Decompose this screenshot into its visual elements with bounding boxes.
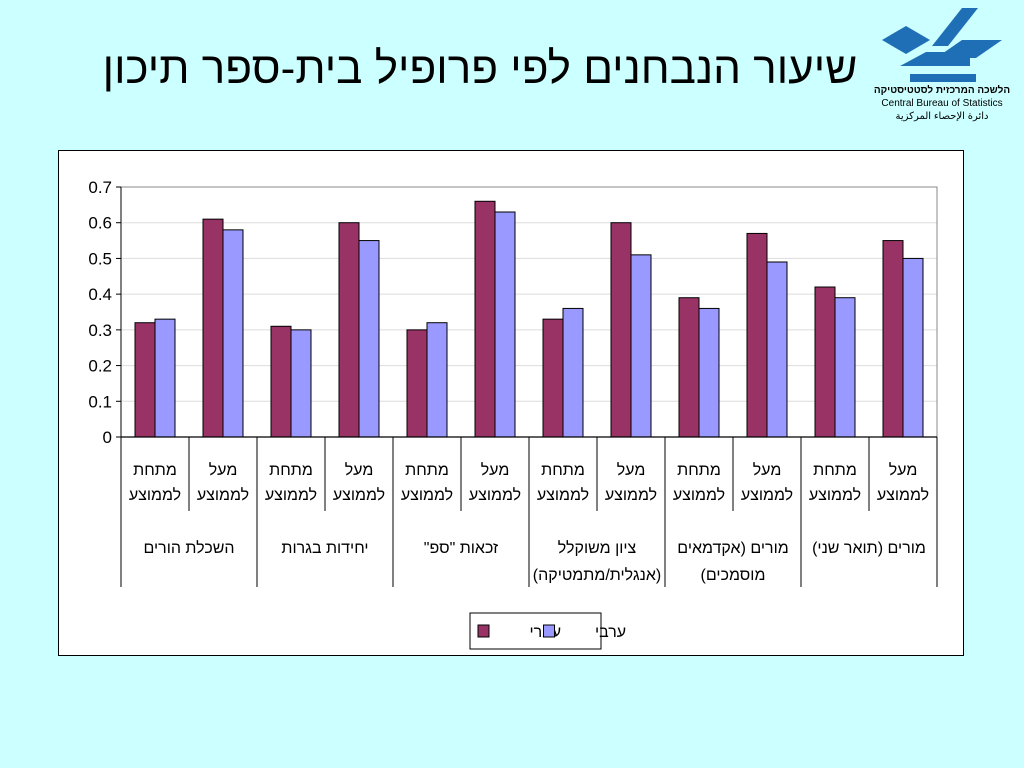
category-label: לממוצע — [469, 486, 521, 504]
y-axis-ticks: 0 0.1 0.2 0.3 0.4 0.5 0.6 0.7 — [88, 178, 122, 447]
y-tick-label: 0.2 — [88, 357, 112, 376]
bar — [338, 222, 360, 438]
group-label: מורים (תואר שני) — [812, 540, 926, 557]
category-label: לממוצע — [809, 486, 861, 504]
category-label: מתחת — [541, 462, 585, 479]
category-label: לממוצע — [401, 486, 453, 504]
bar — [882, 240, 904, 438]
category-label: מתחת — [405, 462, 449, 479]
category-label: לממוצע — [333, 486, 385, 504]
bar — [678, 297, 700, 438]
group-label: ציון משוקלל — [558, 539, 637, 557]
bar — [270, 325, 292, 438]
category-label: מעל — [481, 461, 510, 479]
logo-english-text: Central Bureau of Statistics — [881, 98, 1003, 109]
group-label: יחידות בגרות — [281, 540, 368, 557]
category-label: לממוצע — [605, 486, 657, 504]
category-label: לממוצע — [877, 486, 929, 504]
category-label: מתחת — [269, 462, 313, 479]
bar — [426, 322, 448, 438]
y-tick-label: 0.6 — [88, 214, 112, 233]
category-label: מעל — [617, 461, 646, 479]
cbs-logo-icon — [882, 8, 1002, 82]
category-label: מתחת — [677, 462, 721, 479]
y-tick-label: 0.1 — [88, 392, 112, 411]
category-label: לממוצע — [537, 486, 589, 504]
bar — [766, 261, 788, 438]
category-label: מתחת — [133, 462, 177, 479]
bar — [814, 286, 836, 438]
bars — [134, 200, 924, 438]
y-tick-label: 0.5 — [88, 249, 112, 268]
legend-label: ערבי — [595, 624, 626, 641]
bar — [474, 200, 496, 438]
category-label: מעל — [889, 461, 918, 479]
bar — [698, 307, 720, 438]
bar — [134, 322, 156, 438]
legend-swatch — [477, 624, 490, 638]
chart-area: 0 0.1 0.2 0.3 0.4 0.5 0.6 0.7 מתחת לממוצע מעל לממו… — [58, 150, 964, 656]
category-label: לממוצע — [265, 486, 317, 504]
bar — [406, 329, 428, 438]
logo-hebrew-text: הלשכה המרכזית לסטטיסטיקה — [873, 85, 1011, 96]
group-label: מורים (אקדמאים — [677, 540, 788, 557]
category-label: מעל — [753, 461, 782, 479]
category-label: לממוצע — [197, 486, 249, 504]
x-axis: מתחת לממוצע מעל לממוצע מתחת לממוצע מעל לממוצע מת… — [120, 436, 938, 587]
bar — [542, 318, 564, 438]
y-tick-label: 0 — [103, 428, 112, 447]
bar — [358, 240, 380, 438]
cbs-logo: הלשכה המרכזית לסטטיסטיקה Central Bureau … — [872, 6, 1012, 136]
group-label: השכלת הורים — [143, 539, 234, 557]
bar — [746, 232, 768, 438]
group-label: (אנגלית/מתמטיקה) — [533, 566, 661, 584]
logo-arabic-text: دائرة الإحصاء المركزية — [895, 111, 989, 122]
category-label: מתחת — [813, 462, 857, 479]
category-label: לממוצע — [129, 486, 181, 504]
y-tick-label: 0.3 — [88, 321, 112, 340]
category-label: מעל — [209, 461, 238, 479]
bar — [630, 254, 652, 438]
legend-box — [469, 612, 602, 650]
bar — [290, 329, 312, 438]
bar — [610, 222, 632, 438]
bar-chart: 0 0.1 0.2 0.3 0.4 0.5 0.6 0.7 מתחת לממוצע מעל לממו… — [88, 178, 938, 650]
slide-title: שיעור הנבחנים לפי פרופיל בית-ספר תיכון — [102, 44, 858, 93]
y-tick-label: 0.4 — [88, 285, 112, 304]
legend-swatch — [543, 624, 555, 638]
bar — [834, 297, 856, 438]
bar — [562, 307, 584, 438]
y-tick-label: 0.7 — [88, 178, 112, 197]
bar — [202, 218, 224, 438]
bar — [222, 229, 244, 438]
category-label: לממוצע — [673, 486, 725, 504]
bar — [902, 257, 924, 438]
bar — [154, 318, 176, 438]
legend: עבריערבי — [469, 612, 626, 650]
category-label: לממוצע — [741, 486, 793, 504]
category-label: מעל — [345, 461, 374, 479]
bar — [494, 211, 516, 438]
group-label: מוסמכים) — [701, 567, 766, 584]
group-label: זכאות "ספ" — [424, 540, 498, 557]
